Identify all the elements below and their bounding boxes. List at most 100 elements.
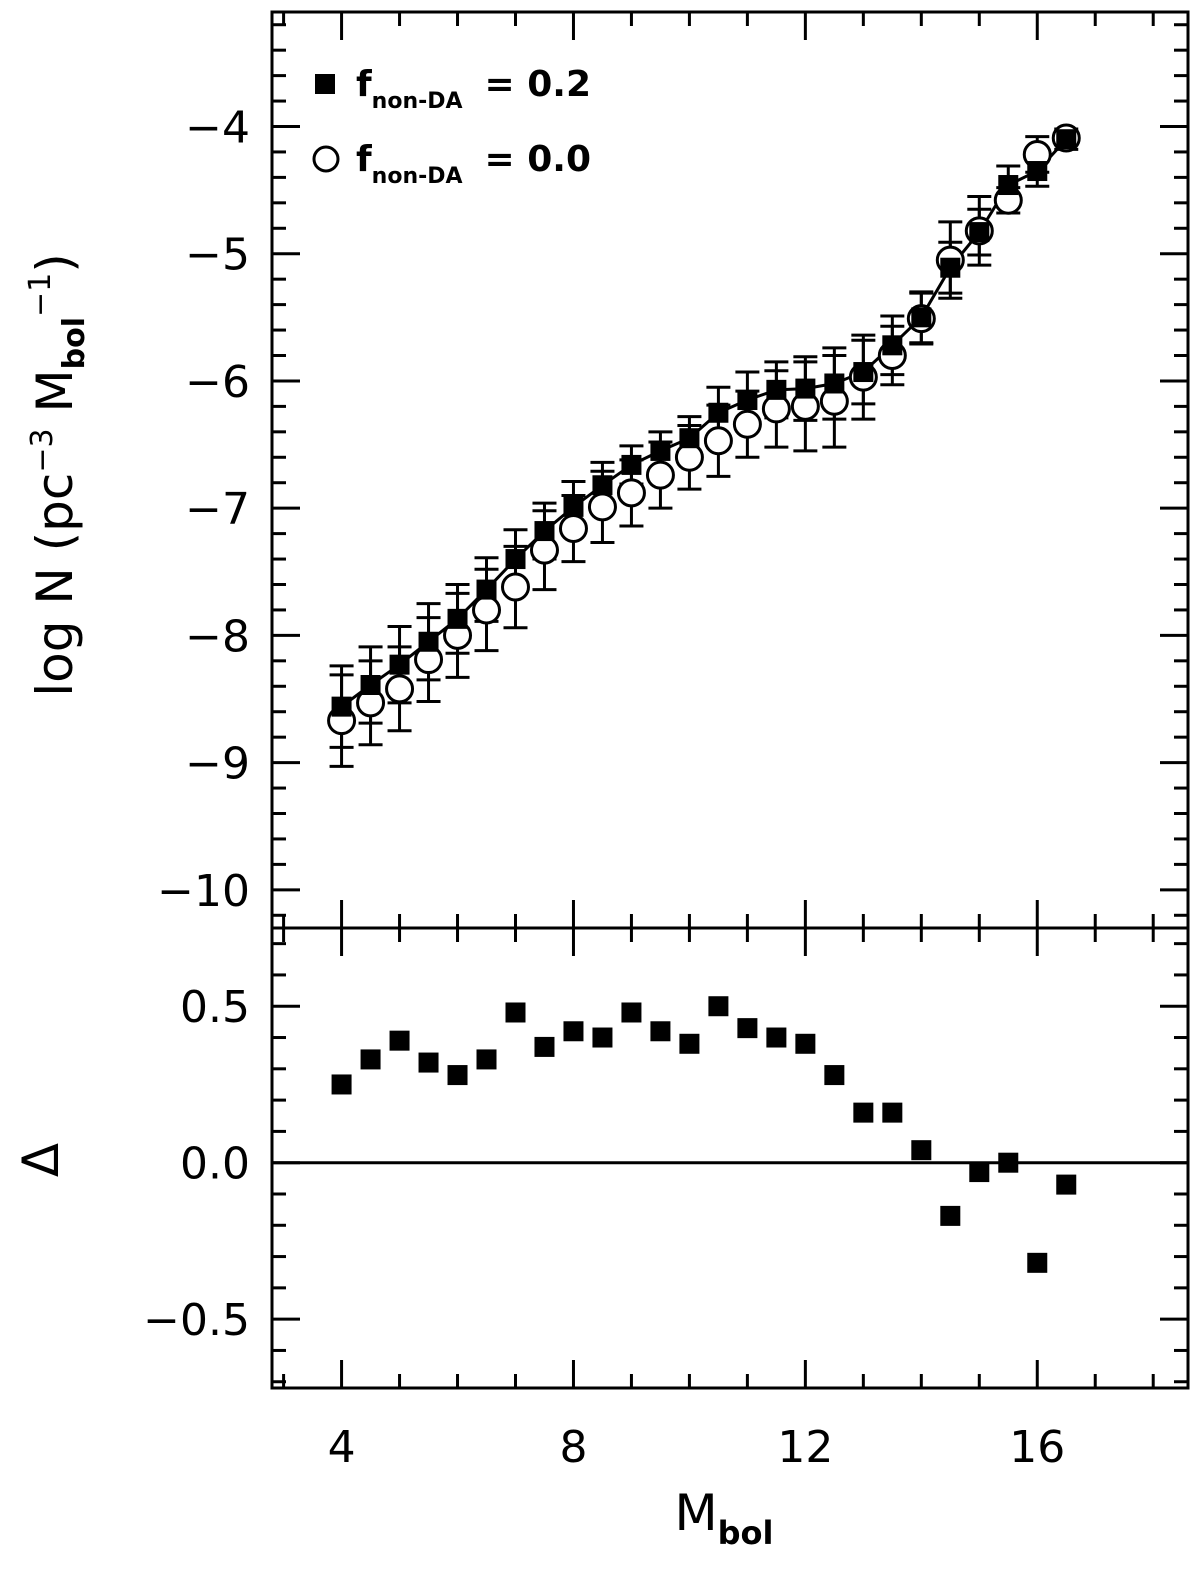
y-tick-label: −6 (185, 357, 250, 408)
delta-point (418, 1052, 439, 1073)
delta-point (737, 1018, 758, 1039)
x-axis-label: Mbol (675, 1484, 774, 1552)
filled-square-point (795, 378, 816, 399)
filled-square-point (534, 521, 555, 542)
y-tick-label: −4 (185, 103, 250, 154)
legend-1-sub: non-DA (372, 164, 463, 189)
filled-square-point (1027, 161, 1048, 182)
y-tick-label: −9 (185, 739, 250, 790)
bottom-panel-frame (270, 926, 1190, 1390)
filled-square-point (621, 454, 642, 475)
delta-point (911, 1140, 932, 1161)
legend-entry-0: fnon-DA = 0.2 (356, 64, 591, 114)
open-circle-point (500, 572, 530, 602)
bottom-panel-y-tick-labels: −0.5 0.0 0.5 (143, 982, 250, 1346)
filled-square-point (331, 696, 352, 717)
delta-point (534, 1036, 555, 1057)
filled-square-point (447, 608, 468, 629)
legend-entry-1: fnon-DA = 0.0 (356, 139, 591, 189)
delta-point (766, 1027, 787, 1048)
filled-square-point (882, 335, 903, 356)
bottom-panel-data (331, 996, 1077, 1273)
legend-1-main: f (356, 139, 372, 180)
top-panel-y-axis-label: log N (pc−3 Mbol−1) (23, 253, 92, 697)
delta-point (650, 1021, 671, 1042)
legend-0-value: = 0.2 (485, 64, 591, 105)
filled-square-point (998, 175, 1019, 196)
bottom-panel-y-axis-label: Δ (12, 1143, 70, 1177)
delta-point (998, 1152, 1019, 1173)
filled-square-point (360, 675, 381, 696)
delta-point (621, 1002, 642, 1023)
delta-point (505, 1002, 526, 1023)
filled-square-point (1056, 129, 1077, 150)
delta-point (360, 1049, 381, 1070)
filled-square-point (592, 475, 613, 496)
ylabel-end: ) (26, 253, 84, 273)
bottom-panel-plot: −0.5 0.0 0.5 Δ 4 8 12 16 Mbol (12, 928, 1188, 1552)
delta-point (824, 1065, 845, 1086)
top-panel-ticks (272, 12, 1188, 928)
x-tick-label: 4 (328, 1422, 356, 1473)
filled-square-point (476, 579, 497, 600)
filled-square-point (853, 362, 874, 383)
delta-point (1027, 1252, 1048, 1273)
ylabel-sup1: −3 (25, 428, 60, 472)
top-panel-data (327, 123, 1081, 768)
ylabel-sup2: −1 (23, 273, 58, 317)
legend-marker-filled-square (315, 74, 335, 94)
xlabel-main: M (675, 1484, 718, 1542)
legend-marker-open-circle (312, 145, 340, 173)
filled-square-point (911, 307, 932, 328)
filled-square-point (969, 222, 990, 243)
delta-point (708, 996, 729, 1017)
delta-point (853, 1102, 874, 1123)
filled-square-point (679, 428, 700, 449)
delta-point (592, 1027, 613, 1048)
legend-0-sub: non-DA (372, 89, 463, 114)
ylabel-main: log N (pc (26, 473, 84, 697)
y-tick-label: −7 (185, 484, 250, 535)
open-circle-point (558, 514, 588, 544)
delta-point (563, 1021, 584, 1042)
y-tick-label: 0.5 (180, 982, 250, 1033)
open-circle-point (587, 492, 617, 522)
x-tick-labels: 4 8 12 16 (328, 1422, 1066, 1473)
delta-point (679, 1033, 700, 1054)
filled-square-point (505, 549, 526, 570)
x-tick-label: 16 (1009, 1422, 1065, 1473)
filled-square-point (708, 402, 729, 423)
open-circle-point (616, 478, 646, 508)
filled-square-point (418, 631, 439, 652)
delta-point (476, 1049, 497, 1070)
filled-square-point (766, 379, 787, 400)
open-circle-point (385, 674, 415, 704)
y-tick-label: 0.0 (180, 1139, 250, 1190)
top-panel-y-tick-labels: −10 −9 −8 −7 −6 −5 −4 (157, 103, 250, 917)
x-tick-label: 12 (777, 1422, 833, 1473)
open-circle-point (472, 595, 502, 625)
y-tick-label: −5 (185, 230, 250, 281)
delta-point (331, 1074, 352, 1095)
open-circle-point (703, 426, 733, 456)
filled-square-point (563, 496, 584, 517)
legend: fnon-DA = 0.2 fnon-DA = 0.0 (312, 64, 591, 189)
delta-point (795, 1033, 816, 1054)
delta-point (389, 1030, 410, 1051)
y-tick-label: −10 (157, 866, 250, 917)
open-circle-point (732, 409, 762, 439)
bottom-panel-ticks (272, 928, 1188, 1388)
ylabel-mid: M (26, 369, 84, 428)
y-tick-label: −0.5 (143, 1295, 250, 1346)
delta-point (1056, 1174, 1077, 1195)
y-tick-label: −8 (185, 611, 250, 662)
x-tick-label: 8 (559, 1422, 587, 1473)
top-panel-plot: −10−9−8−7−6−5−4 log N (pc−3 Mbol−1) fnon… (23, 12, 1188, 928)
delta-point (969, 1162, 990, 1183)
filled-square-point (824, 373, 845, 394)
delta-point (447, 1065, 468, 1086)
filled-square-point (389, 654, 410, 675)
filled-square-point (737, 390, 758, 411)
legend-0-main: f (356, 64, 372, 105)
